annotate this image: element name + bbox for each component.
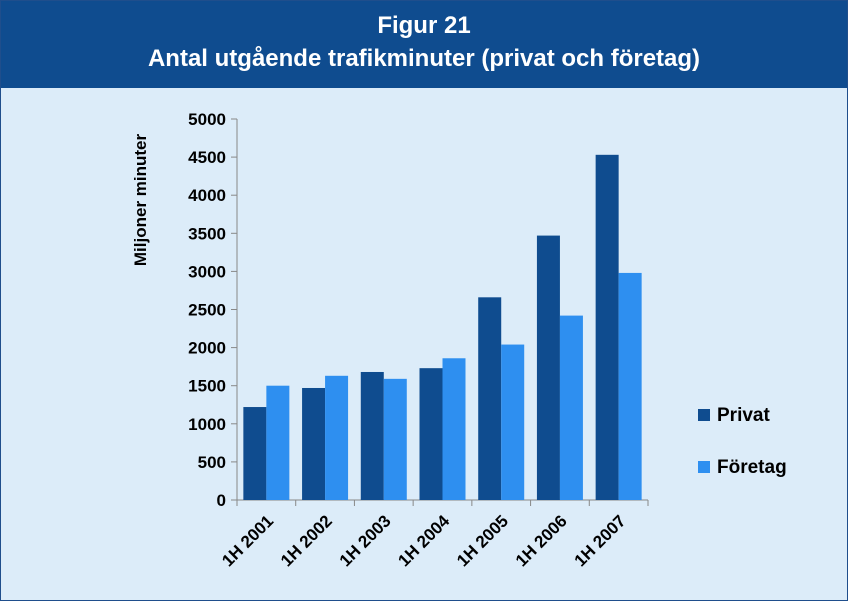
y-axis-label: Miljoner minuter — [131, 134, 150, 267]
x-tick-label: 1H 2003 — [336, 511, 395, 570]
bar-foretag — [266, 385, 290, 500]
y-tick-label: 2500 — [188, 301, 226, 320]
y-tick-label: 4000 — [188, 186, 226, 205]
bar-foretag — [501, 344, 525, 500]
bar-privat — [360, 371, 384, 500]
bar-privat — [478, 297, 502, 500]
bar-foretag — [442, 358, 466, 500]
x-tick-label: 1H 2004 — [394, 511, 453, 570]
bar-foretag — [325, 375, 349, 500]
x-tick-label: 1H 2007 — [571, 511, 630, 570]
x-tick-label: 1H 2005 — [453, 511, 512, 570]
y-tick-label: 1500 — [188, 377, 226, 396]
y-tick-label: 5000 — [188, 110, 226, 129]
bar-foretag — [618, 272, 642, 500]
bar-privat — [536, 235, 560, 500]
bar-privat — [419, 368, 443, 500]
bar-foretag — [559, 315, 583, 500]
x-tick-label: 1H 2002 — [277, 511, 336, 570]
y-tick-label: 3000 — [188, 262, 226, 281]
chart-bars — [243, 154, 642, 500]
legend-label: Företag — [717, 457, 787, 478]
bar-privat — [595, 154, 619, 500]
chart-header: Figur 21 Antal utgående trafikminuter (p… — [1, 1, 847, 88]
y-tick-label: 500 — [198, 453, 226, 472]
y-tick-label: 0 — [217, 491, 226, 510]
chart-title: Figur 21 — [377, 12, 471, 39]
x-tick-label: 1H 2001 — [218, 511, 277, 570]
y-tick-label: 4500 — [188, 148, 226, 167]
y-tick-label: 1000 — [188, 415, 226, 434]
bar-privat — [243, 407, 267, 500]
x-tick-label: 1H 2006 — [512, 511, 571, 570]
legend-label: Privat — [717, 405, 770, 426]
chart-subtitle: Antal utgående trafikminuter (privat och… — [147, 45, 701, 72]
bar-foretag — [383, 378, 407, 500]
chart-legend: Privat Företag — [698, 405, 787, 478]
y-tick-label: 3500 — [188, 224, 226, 243]
legend-swatch — [698, 409, 710, 421]
bar-privat — [302, 387, 326, 500]
y-tick-label: 2000 — [188, 339, 226, 358]
legend-swatch — [698, 461, 710, 473]
